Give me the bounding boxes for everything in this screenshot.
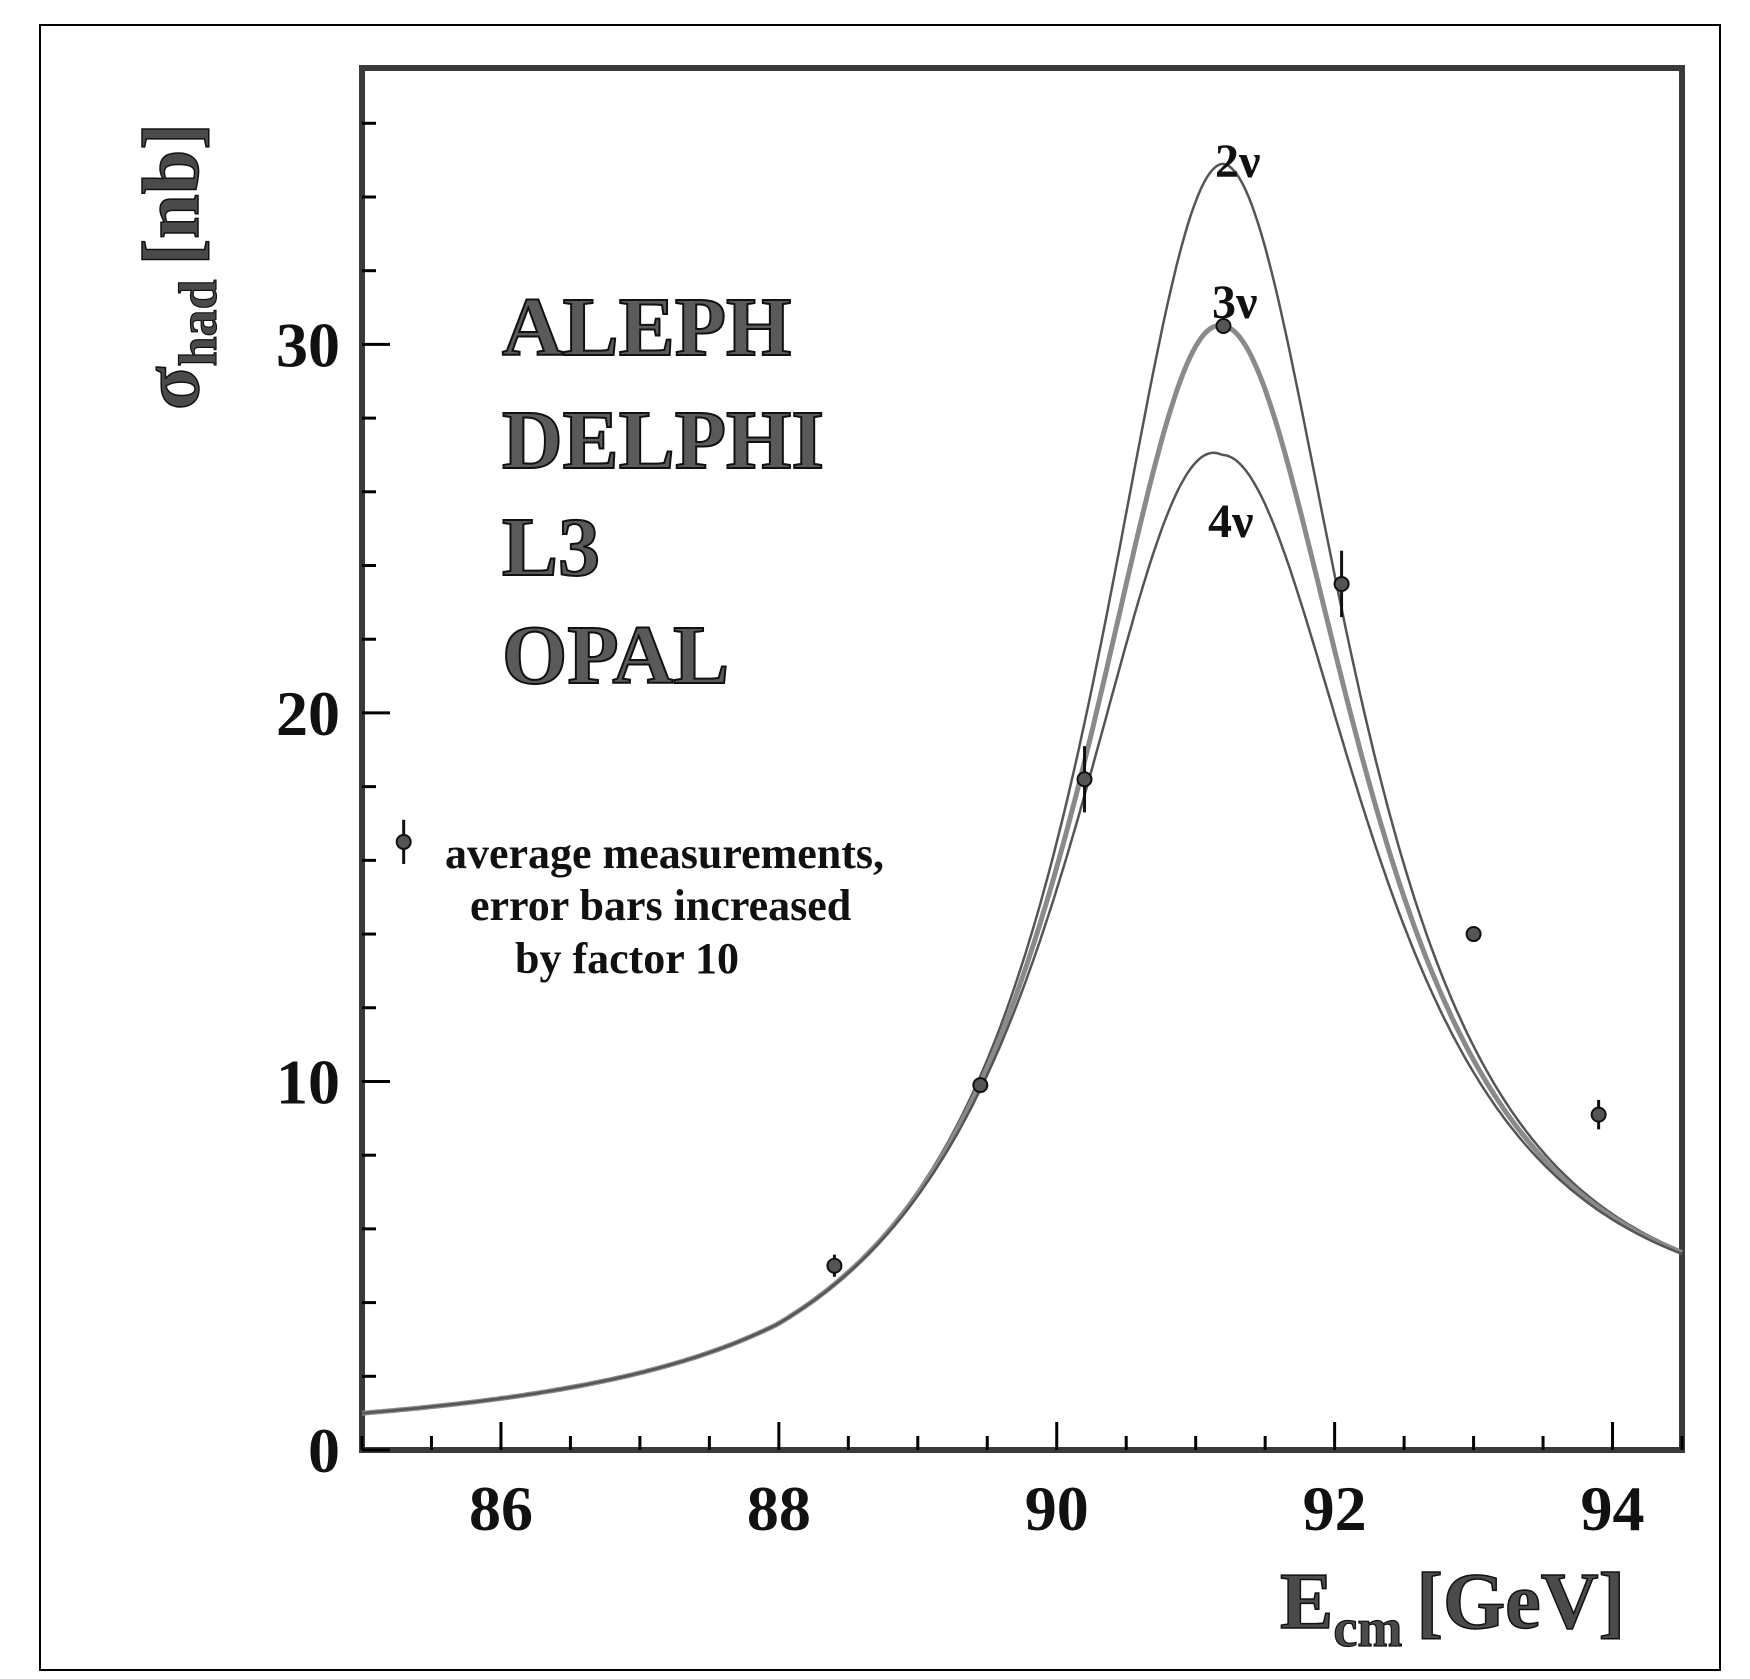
x-tick-label: 86 [469,1473,533,1544]
experiment-label: DELPHI [502,394,824,487]
experiment-label: ALEPH [502,281,791,374]
x-axis-title-main: E [1280,1558,1333,1646]
y-tick-label: 10 [276,1046,340,1117]
point-marker [1215,317,1232,334]
experiment-label: L3 [502,501,600,594]
point-marker [972,1077,989,1094]
data-point [1590,1099,1607,1130]
x-axis-title-unit: [GeV] [1416,1558,1625,1646]
legend-line-3: by factor 10 [515,934,739,983]
x-tick-label: 90 [1025,1473,1089,1544]
point-marker [1590,1106,1607,1123]
data-point [1076,746,1093,813]
x-tick-label: 88 [747,1473,811,1544]
point-marker [1333,575,1350,592]
axes-box [359,65,1685,1453]
data-point [1333,550,1350,618]
point-marker [826,1257,843,1274]
y-axis-title-sub: had [168,279,228,366]
data-point [1465,926,1482,943]
legend-line-1: average measurements, [445,829,884,878]
svg-text:σhad[nb]: σhad [nb] [128,123,228,410]
x-tick-label: 92 [1303,1473,1367,1544]
curve-label-4nu: 4ν [1208,495,1253,548]
y-ticks: 0 10 20 30 [276,121,390,1486]
legend-marker [395,819,412,865]
x-ticks: 86 88 90 92 94 [360,1422,1684,1544]
x-axis-title-sub: cm [1333,1598,1402,1658]
point-marker [1076,771,1093,788]
data-points [826,317,1607,1277]
curve-4nu [361,451,1683,1415]
plot-area: 86 88 90 92 94 0 10 20 30 [276,65,1685,1544]
x-axis-title: Ecm [GeV] [1279,1557,1626,1658]
point-marker [1465,926,1482,943]
curve-labels: 2ν 3ν 4ν [1208,135,1260,548]
svg-text:Ecm[GeV]: Ecm [GeV] [1280,1558,1625,1658]
y-tick-label: 30 [276,309,340,380]
data-point [826,1254,843,1277]
data-point [972,1077,989,1094]
y-axis-title-unit: [nb] [128,123,216,265]
legend-line-2: error bars increased [470,881,851,930]
legend: average measurements, error bars increas… [395,819,884,983]
experiments-list: ALEPH DELPHI L3 OPAL [501,280,825,703]
experiment-label: OPAL [502,609,729,702]
y-axis-title-main: σ [128,366,216,410]
curve-label-3nu: 3ν [1212,276,1257,329]
curve-label-2nu: 2ν [1215,135,1260,188]
x-tick-label: 94 [1581,1473,1645,1544]
y-axis-title: σhad [nb] [127,122,228,410]
y-tick-label: 0 [308,1415,340,1486]
legend-point-marker [395,833,412,850]
outer-frame [39,24,1721,1671]
y-tick-label: 20 [276,678,340,749]
data-point [1215,317,1232,334]
curves [361,162,1683,1416]
